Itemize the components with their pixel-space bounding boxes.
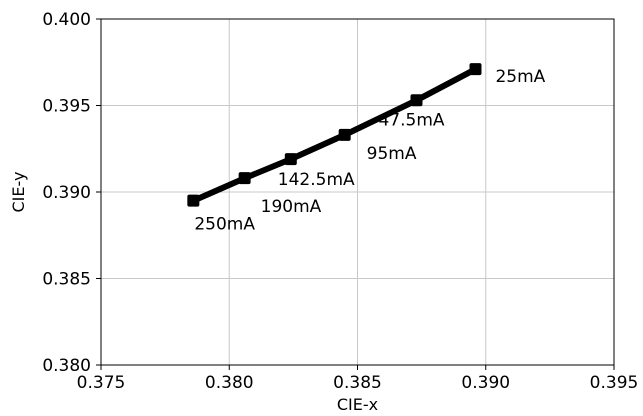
x-tick-label: 0.385 [333, 373, 382, 393]
y-tick-label: 0.395 [42, 97, 91, 117]
x-tick-label: 0.390 [461, 373, 510, 393]
x-axis-label: CIE-x [337, 395, 378, 414]
data-point-label: 190mA [261, 197, 322, 217]
data-point-marker [187, 194, 200, 207]
axis-ticks: 0.375 0.380 0.385 0.390 0.3950.3800.3850.390… [42, 10, 638, 393]
data-point-marker [284, 153, 297, 166]
data-point-label: 47.5mA [378, 110, 444, 130]
data-point-label: 250mA [194, 215, 255, 235]
y-tick-label: 0.380 [42, 356, 91, 376]
x-tick-label: 0.375 [77, 373, 126, 393]
data-point-label: 142.5mA [278, 170, 355, 190]
series-markers [187, 63, 482, 207]
y-tick-label: 0.400 [42, 10, 91, 30]
data-point-label: 25mA [495, 67, 545, 87]
y-tick-label: 0.385 [42, 270, 91, 290]
data-point-label: 95mA [367, 144, 417, 164]
series-line [190, 66, 479, 204]
data-point-marker [469, 63, 482, 76]
x-tick-label: 0.395 [590, 373, 639, 393]
grid [101, 19, 614, 365]
y-tick-label: 0.390 [42, 183, 91, 203]
point-labels: 250mA 190mA 142.5mA 95mA 47.5mA 25mA [194, 67, 545, 234]
data-point-marker [410, 94, 423, 107]
x-tick-label: 0.380 [205, 373, 254, 393]
y-axis-label: CIE-y [9, 172, 28, 213]
data-point-marker [338, 128, 351, 141]
data-point-marker [238, 172, 251, 185]
